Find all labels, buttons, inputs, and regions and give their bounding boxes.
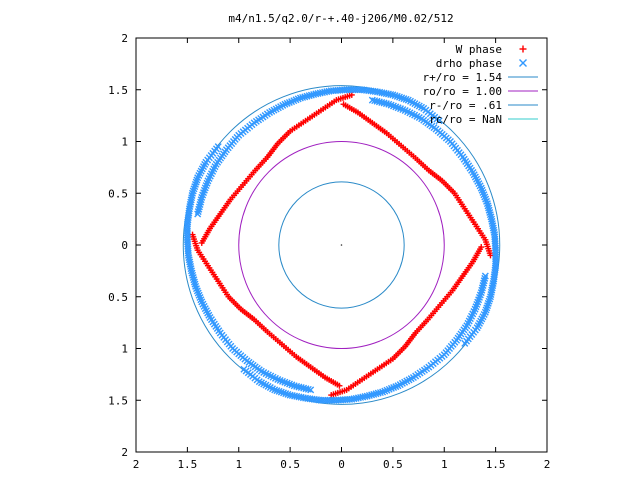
drho-phase-point — [307, 386, 315, 394]
drho-phase-point — [481, 308, 489, 316]
x-axis: 2 1.5 1 0.5 0 0.5 1 1.5 2 — [133, 38, 551, 471]
reference-circle — [278, 181, 405, 309]
legend-marker — [519, 59, 527, 67]
reference-circles — [182, 85, 501, 405]
y-tick-label: 0.5 — [108, 291, 128, 304]
drho-phase-point — [275, 387, 283, 395]
drho-phase-point — [194, 174, 202, 182]
drho-phase-point — [482, 306, 490, 314]
w-phase-point — [340, 101, 347, 108]
legend-marker — [519, 45, 527, 53]
x-tick-label: 1 — [441, 458, 448, 471]
drho-phase-point — [192, 178, 200, 186]
w-phase-point — [336, 382, 343, 389]
y-axis: 2 1.5 1 0.5 0 0.5 1 1.5 2 — [108, 32, 547, 459]
chart-title: m4/n1.5/q2.0/r-+.40-j206/M0.02/512 — [228, 12, 453, 25]
drho-phase-point — [483, 304, 491, 312]
drho-phase-point — [194, 210, 202, 218]
origin-dot — [340, 244, 343, 246]
drho-phase-point — [485, 297, 493, 305]
x-tick-label: 2 — [133, 458, 140, 471]
drho-phase-point — [376, 389, 384, 397]
x-tick-label: 1 — [235, 458, 242, 471]
y-tick-label: 2 — [121, 446, 128, 459]
y-tick-label: 0.5 — [108, 187, 128, 200]
y-tick-label: 0 — [121, 239, 128, 252]
drho-phase-point — [190, 185, 198, 193]
y-tick-label: 2 — [121, 32, 128, 45]
drho-phase-point — [481, 274, 489, 282]
w-phase-point — [478, 244, 485, 251]
drho-phase-point — [404, 96, 412, 104]
drho-phase-point — [484, 202, 492, 210]
legend-label: r+/ro = 1.54 — [423, 71, 503, 84]
drho-phase-point — [273, 387, 281, 395]
drho-phase-point — [191, 183, 199, 191]
x-tick-label: 2 — [544, 458, 551, 471]
w-phase-point — [198, 239, 205, 246]
x-tick-label: 1.5 — [486, 458, 506, 471]
x-tick-label: 1.5 — [177, 458, 197, 471]
drho-phase-point — [299, 93, 307, 101]
drho-phase-point — [393, 92, 401, 100]
reference-circle — [182, 85, 501, 405]
data-points — [183, 86, 500, 404]
x-tick-label: 0.5 — [383, 458, 403, 471]
y-tick-label: 1 — [121, 343, 128, 356]
drho-phase-point — [194, 208, 202, 216]
legend-label: ro/ro = 1.00 — [423, 85, 502, 98]
drho-phase-point — [398, 94, 406, 102]
drho-phase-point — [271, 386, 279, 394]
drho-phase-point — [191, 180, 199, 188]
drho-phase-point — [277, 388, 285, 396]
legend-label: r-/ro = .61 — [429, 99, 502, 112]
drho-phase-point — [304, 385, 312, 393]
drho-phase-point — [368, 96, 376, 104]
drho-phase-point — [481, 272, 489, 280]
drho-phase-point — [371, 97, 379, 105]
drho-phase-point — [191, 280, 199, 288]
x-tick-label: 0 — [338, 458, 345, 471]
drho-phase-point — [484, 302, 492, 310]
x-tick-label: 0.5 — [280, 458, 300, 471]
drho-phase-point — [402, 95, 410, 103]
drho-phase-point — [282, 390, 290, 398]
drho-phase-point — [395, 93, 403, 101]
legend-label: rc/ro = NaN — [429, 113, 502, 126]
legend-label: W phase — [456, 43, 502, 56]
y-tick-label: 1 — [121, 136, 128, 149]
drho-phase-point — [400, 95, 408, 103]
drho-phase-point — [193, 176, 201, 184]
y-tick-label: 1.5 — [108, 84, 128, 97]
drho-phase-point — [280, 389, 288, 397]
drho-phase-point — [484, 299, 492, 307]
y-tick-label: 1.5 — [108, 394, 128, 407]
legend-label: drho phase — [436, 57, 502, 70]
reference-circle — [238, 141, 445, 349]
